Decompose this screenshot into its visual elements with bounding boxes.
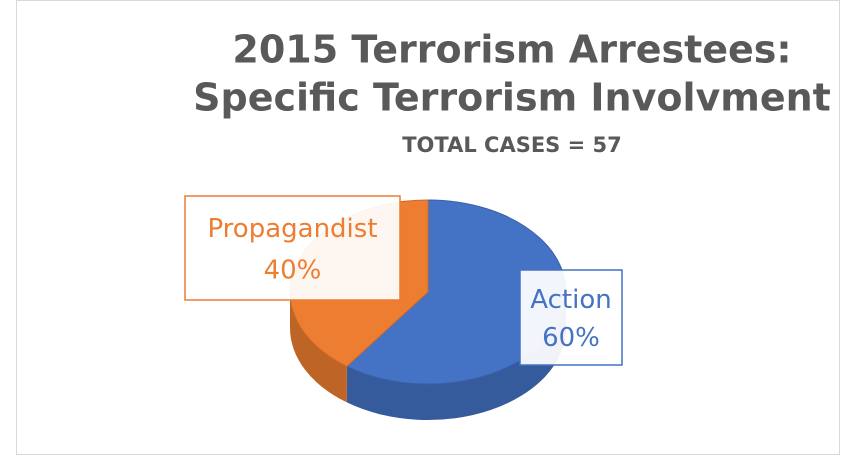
slice-side [346, 292, 566, 421]
data-label-name: Propagandist [207, 214, 377, 244]
chart-title: 2015 Terrorism Arrestees: [232, 28, 791, 72]
data-label-box [184, 195, 401, 301]
data-label-value: 60% [542, 323, 600, 353]
chart-subtitle: TOTAL CASES = 57 [402, 133, 622, 157]
data-label-name: Action [530, 285, 611, 315]
slice-side [290, 292, 347, 403]
chart-title: Specific Terrorism Involvment [193, 76, 831, 120]
data-label-box [519, 269, 623, 366]
data-label-value: 40% [264, 255, 322, 285]
